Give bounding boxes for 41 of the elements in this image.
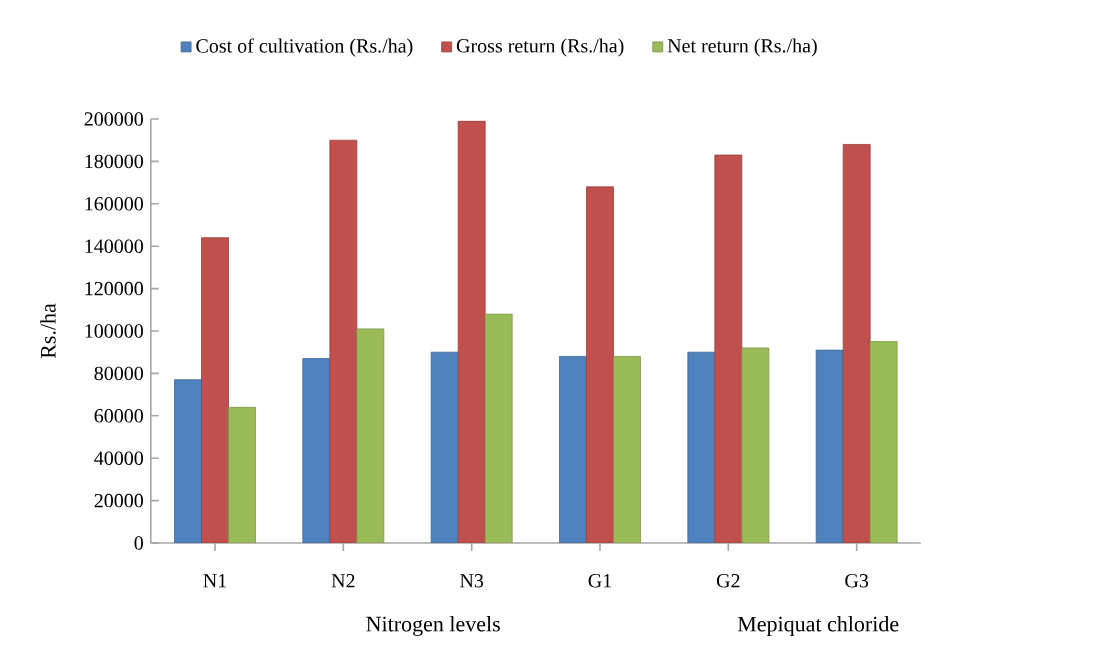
- bar: [869, 341, 898, 543]
- bar: [741, 347, 770, 543]
- bar: [430, 351, 459, 543]
- x-tick-label: N1: [203, 574, 227, 588]
- bar: [559, 356, 587, 543]
- text: Mepiquat chloride: [737, 616, 899, 636]
- bar: [356, 328, 385, 543]
- y-tick-label: 120000: [85, 281, 144, 296]
- text: Nitrogen levels: [366, 616, 500, 636]
- bar: [842, 144, 871, 543]
- bar: [302, 358, 331, 543]
- bar: [815, 349, 844, 543]
- legend-label: Net return (Rs./ha): [667, 38, 817, 57]
- y-tick-label: 180000: [85, 154, 144, 169]
- bar: [174, 379, 202, 543]
- x-tick-label: N2: [331, 574, 355, 588]
- bar: [586, 186, 614, 543]
- x-tick-label: G1: [588, 574, 612, 588]
- x-tick-label: G3: [845, 574, 869, 588]
- bar: [457, 120, 486, 543]
- y-tick-label: 80000: [94, 366, 144, 381]
- x-tick-label: N3: [460, 574, 484, 588]
- y-tick-label: 200000: [84, 112, 144, 126]
- legend-label: Cost of cultivation (Rs./ha): [196, 38, 413, 57]
- x-tick-label: G2: [716, 574, 740, 588]
- y-tick-label: 100000: [85, 324, 144, 338]
- bar: [201, 237, 229, 543]
- bar: [484, 313, 513, 543]
- legend-label: Gross return (Rs./ha): [456, 38, 624, 57]
- y-tick-label: 160000: [85, 197, 144, 211]
- y-axis-title: Rs./ha: [40, 303, 56, 359]
- bar: [687, 351, 716, 543]
- bar: [613, 356, 641, 543]
- y-tick-label: 20000: [94, 493, 144, 508]
- y-tick-label: 140000: [85, 239, 144, 253]
- bar: [329, 139, 358, 543]
- bar: [714, 154, 743, 543]
- bar: [228, 406, 256, 543]
- y-tick-label: 40000: [94, 451, 144, 465]
- y-tick-label: 0: [134, 536, 144, 550]
- y-tick-label: 60000: [94, 409, 144, 423]
